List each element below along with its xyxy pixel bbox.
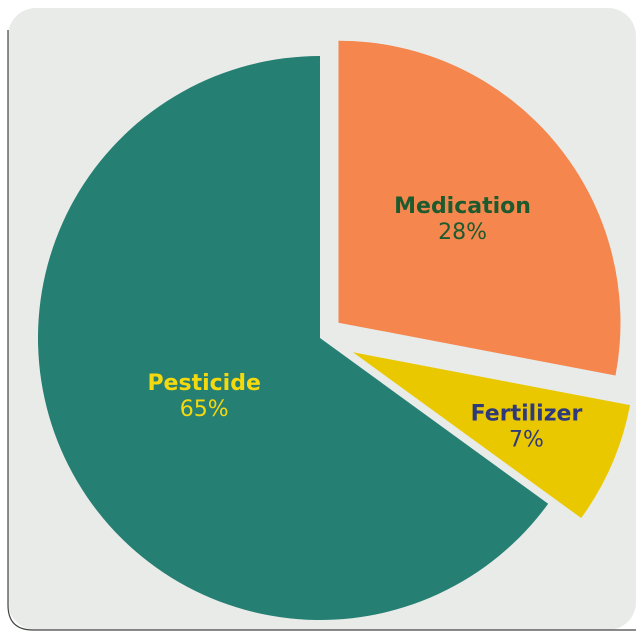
slice-name: Medication	[394, 194, 531, 219]
slice-value-label: 28%	[438, 220, 487, 245]
pie-slice	[38, 56, 549, 620]
pie-slice	[338, 40, 621, 376]
pie-slice	[353, 352, 631, 519]
slices	[38, 40, 631, 620]
slice-name: Pesticide	[147, 371, 260, 396]
slice-value-label: 7%	[509, 427, 544, 452]
card-border	[7, 30, 636, 631]
slice-value-label: 65%	[180, 397, 229, 422]
slice-name: Fertilizer	[471, 401, 583, 426]
